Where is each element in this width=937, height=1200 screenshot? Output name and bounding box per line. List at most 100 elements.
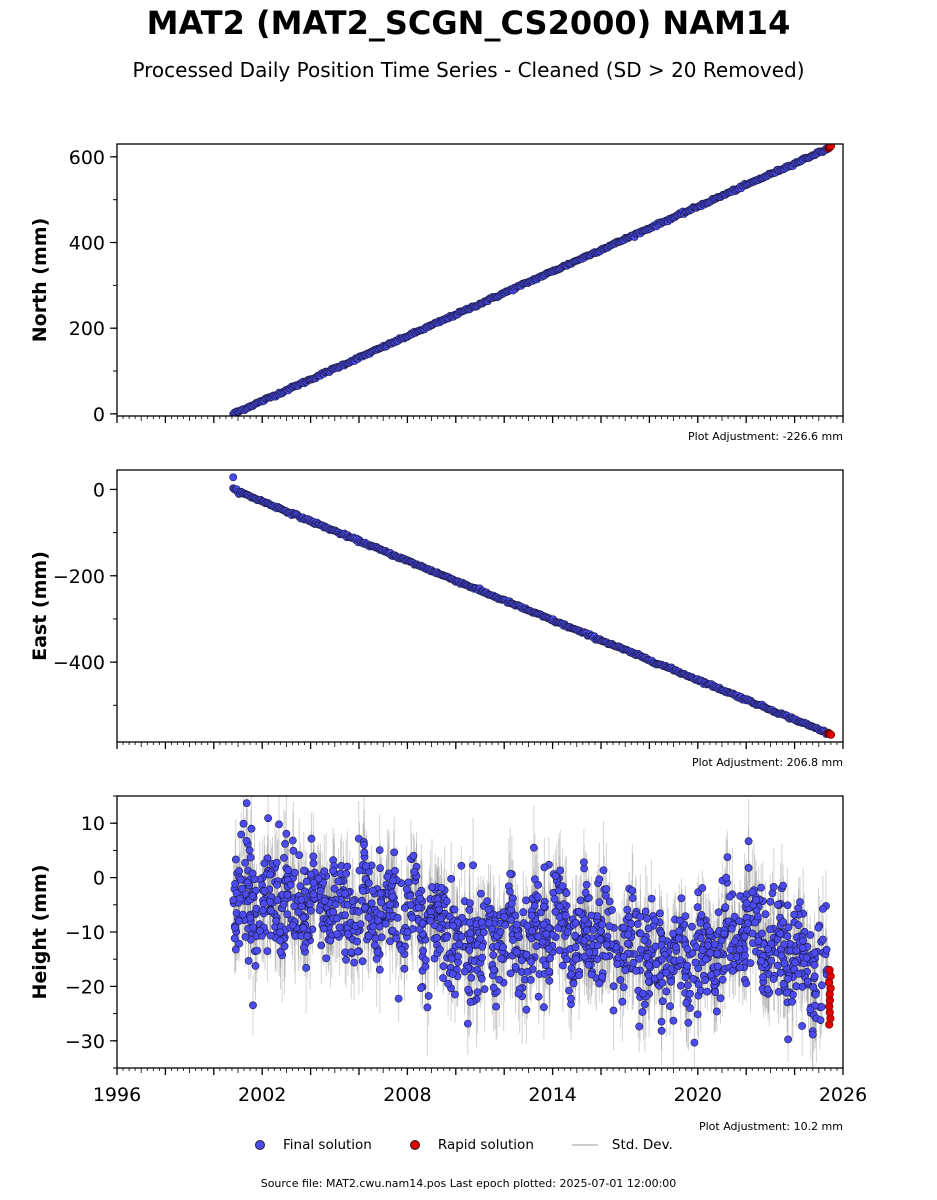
height-final-point xyxy=(816,1016,825,1024)
height-final-point xyxy=(689,974,697,983)
height-final-point xyxy=(432,933,441,942)
height-final-point xyxy=(439,962,448,971)
north-ytick-label: 400 xyxy=(69,233,105,255)
height-final-point xyxy=(342,955,350,964)
height-final-point xyxy=(512,948,521,957)
height-final-point xyxy=(629,958,638,967)
height-final-point xyxy=(599,866,608,875)
height-final-point xyxy=(803,977,812,986)
height-final-point xyxy=(457,932,466,941)
height-final-point xyxy=(662,987,671,996)
height-final-point xyxy=(334,877,343,886)
height-final-point xyxy=(726,945,735,954)
height-final-point xyxy=(658,997,667,1006)
height-final-point xyxy=(389,876,397,885)
height-final-point xyxy=(545,967,554,976)
height-final-point xyxy=(418,919,427,928)
height-final-point xyxy=(744,837,753,846)
height-final-point xyxy=(621,966,630,975)
height-ytick-label: 10 xyxy=(81,813,105,835)
height-final-point xyxy=(423,1003,432,1012)
height-final-point xyxy=(489,983,498,992)
height-final-point xyxy=(353,937,361,946)
height-final-point xyxy=(235,939,243,948)
height-final-point xyxy=(810,972,819,981)
height-final-point xyxy=(757,957,766,965)
height-final-point xyxy=(299,866,308,875)
chart-subtitle: Processed Daily Position Time Series - C… xyxy=(132,58,805,82)
height-final-point xyxy=(735,963,744,972)
east-data-points xyxy=(229,473,836,739)
height-final-point xyxy=(677,894,686,903)
height-final-point xyxy=(569,979,578,988)
height-final-point xyxy=(513,920,521,929)
height-final-point xyxy=(681,912,690,920)
source-footer: Source file: MAT2.cwu.nam14.pos Last epo… xyxy=(260,1177,677,1190)
height-final-point xyxy=(362,862,370,870)
height-final-point xyxy=(727,925,736,933)
height-final-point xyxy=(354,907,363,916)
height-final-point xyxy=(693,903,702,912)
height-final-point xyxy=(635,954,644,963)
height-final-point xyxy=(546,954,554,963)
height-final-point xyxy=(640,936,649,944)
height-final-point xyxy=(478,953,486,962)
height-final-point xyxy=(394,994,403,1003)
height-final-point xyxy=(767,956,776,965)
height-final-point xyxy=(373,948,382,956)
height-final-point xyxy=(309,852,318,861)
height-final-point xyxy=(299,924,308,932)
height-final-point xyxy=(681,973,690,982)
height-final-point xyxy=(550,895,559,903)
xtick-label: 2014 xyxy=(528,1084,576,1106)
height-final-point xyxy=(534,893,542,901)
height-final-point xyxy=(426,916,435,925)
height-final-point xyxy=(534,932,543,941)
height-final-point xyxy=(798,1022,806,1030)
height-final-point xyxy=(558,882,567,890)
height-final-point xyxy=(723,853,732,861)
height-final-point xyxy=(299,943,308,952)
height-final-point xyxy=(819,935,827,944)
east-rapid-point xyxy=(826,730,836,739)
height-final-point xyxy=(627,919,635,928)
height-final-point xyxy=(746,959,755,967)
height-final-point xyxy=(465,946,474,954)
height-final-point xyxy=(466,929,475,937)
height-ytick-label: −10 xyxy=(65,922,105,944)
east-ytick-label: 0 xyxy=(93,479,105,501)
height-final-point xyxy=(783,932,792,941)
height-final-point xyxy=(455,940,464,948)
height-final-point xyxy=(275,820,283,829)
height-final-point xyxy=(370,941,379,950)
height-final-point xyxy=(691,958,700,967)
height-final-point xyxy=(260,887,269,895)
height-final-point xyxy=(527,957,535,966)
height-final-point xyxy=(551,907,560,916)
height-final-point xyxy=(768,889,777,898)
height-final-point xyxy=(742,899,751,908)
height-final-point xyxy=(662,968,671,977)
height-final-point xyxy=(372,955,381,963)
north-plot-adjustment: Plot Adjustment: -226.6 mm xyxy=(688,430,843,443)
xtick-label: 2026 xyxy=(819,1084,867,1106)
height-final-point xyxy=(266,931,275,940)
height-final-point xyxy=(799,936,807,945)
height-final-point xyxy=(264,814,272,823)
height-final-point xyxy=(454,952,462,961)
height-final-point xyxy=(763,945,772,953)
height-final-point xyxy=(302,964,310,972)
height-final-point xyxy=(822,945,831,954)
legend-final-label: Final solution xyxy=(283,1137,372,1153)
height-final-point xyxy=(489,951,498,959)
height-final-point xyxy=(326,936,335,945)
height-final-point xyxy=(704,941,712,950)
height-final-point xyxy=(757,883,765,892)
height-final-point xyxy=(735,945,744,954)
height-final-point xyxy=(542,930,551,938)
height-final-point xyxy=(554,924,562,932)
height-final-point xyxy=(356,920,365,929)
height-final-point xyxy=(343,862,352,871)
height-final-point xyxy=(696,986,705,995)
